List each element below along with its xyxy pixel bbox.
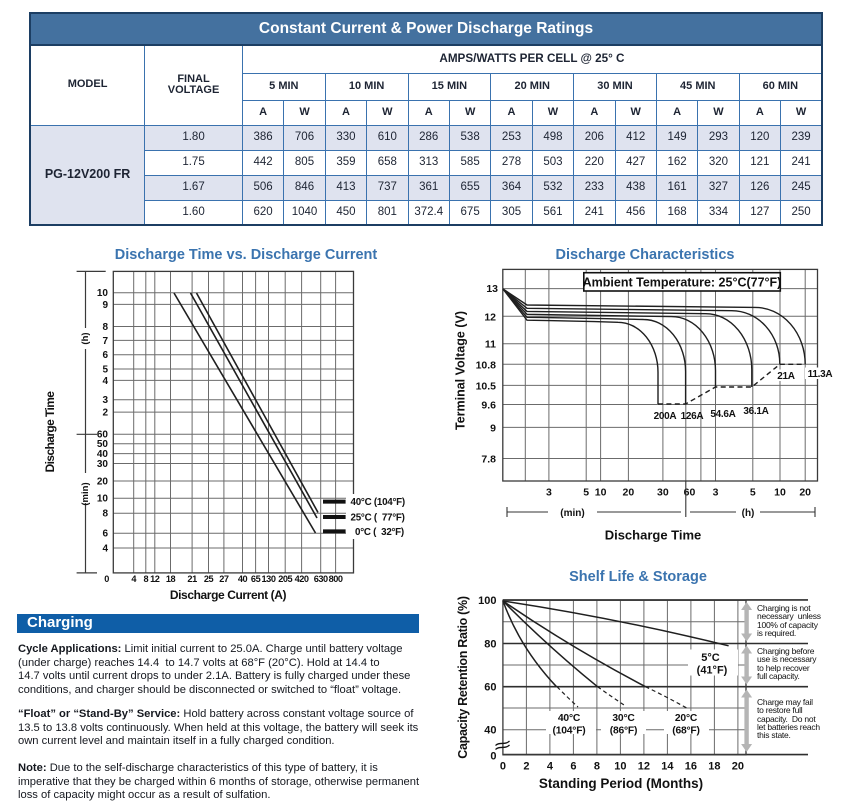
- svg-text:130: 130: [262, 574, 276, 584]
- svg-text:5: 5: [750, 487, 756, 499]
- svg-text:12: 12: [484, 311, 496, 323]
- svg-text:Terminal Voltage (V): Terminal Voltage (V): [454, 311, 468, 430]
- svg-text:8: 8: [143, 574, 148, 584]
- svg-text:40°C: 40°C: [558, 713, 581, 724]
- svg-text:Standing Period (Months): Standing Period (Months): [539, 776, 703, 791]
- svg-text:12: 12: [150, 574, 160, 584]
- svg-text:13: 13: [486, 283, 498, 295]
- svg-text:27: 27: [219, 574, 229, 584]
- svg-text:20: 20: [732, 761, 744, 773]
- svg-text:7: 7: [102, 336, 108, 347]
- svg-text:4: 4: [131, 574, 137, 584]
- svg-text:800: 800: [329, 574, 343, 584]
- svg-text:20: 20: [623, 487, 635, 499]
- svg-text:(68°F): (68°F): [672, 726, 700, 737]
- svg-text:3: 3: [713, 487, 719, 499]
- svg-text:65: 65: [251, 574, 261, 584]
- svg-text:60: 60: [484, 682, 496, 694]
- svg-text:10: 10: [97, 494, 109, 505]
- svg-text:6: 6: [102, 529, 108, 540]
- svg-text:100: 100: [478, 595, 496, 607]
- svg-text:4: 4: [102, 376, 108, 387]
- svg-text:2: 2: [102, 408, 108, 419]
- svg-text:9.6: 9.6: [481, 400, 496, 412]
- svg-text:21: 21: [187, 574, 197, 584]
- svg-text:6: 6: [570, 761, 576, 773]
- svg-text:60: 60: [684, 487, 696, 499]
- svg-text:21A: 21A: [777, 371, 795, 382]
- svg-text:(h): (h): [80, 332, 91, 344]
- svg-text:Discharge Time: Discharge Time: [605, 528, 702, 543]
- svg-text:18: 18: [166, 574, 176, 584]
- svg-text:(41°F): (41°F): [697, 665, 728, 677]
- svg-text:25°C ( 77°F): 25°C ( 77°F): [351, 512, 405, 523]
- svg-text:630: 630: [314, 574, 328, 584]
- svg-text:20: 20: [799, 487, 811, 499]
- svg-text:11.3A: 11.3A: [808, 369, 833, 380]
- svg-text:(104°F): (104°F): [552, 726, 585, 737]
- svg-text:8: 8: [102, 322, 108, 333]
- svg-text:50: 50: [97, 439, 109, 450]
- svg-text:80: 80: [484, 638, 496, 650]
- svg-text:205: 205: [278, 574, 292, 584]
- svg-text:0: 0: [490, 750, 496, 762]
- svg-text:30°C: 30°C: [612, 713, 635, 724]
- svg-text:5: 5: [102, 364, 108, 375]
- svg-text:0: 0: [104, 574, 109, 584]
- svg-text:18: 18: [708, 761, 720, 773]
- svg-text:Discharge Time: Discharge Time: [43, 391, 57, 473]
- svg-text:4: 4: [102, 543, 108, 554]
- svg-text:0: 0: [500, 761, 506, 773]
- svg-text:4: 4: [547, 761, 554, 773]
- svg-text:25: 25: [204, 574, 214, 584]
- svg-text:(min): (min): [80, 482, 91, 505]
- svg-text:0°C ( 32°F): 0°C ( 32°F): [355, 527, 404, 538]
- svg-text:10: 10: [774, 487, 786, 499]
- svg-text:9: 9: [102, 300, 108, 311]
- svg-text:36.1A: 36.1A: [743, 406, 768, 417]
- svg-text:9: 9: [490, 422, 496, 434]
- svg-text:420: 420: [295, 574, 309, 584]
- svg-text:8: 8: [594, 761, 600, 773]
- svg-text:Discharge Current (A): Discharge Current (A): [170, 588, 287, 602]
- svg-text:40: 40: [484, 725, 496, 737]
- svg-text:7.8: 7.8: [481, 454, 496, 466]
- svg-text:12: 12: [638, 761, 650, 773]
- svg-text:3: 3: [102, 395, 108, 406]
- svg-text:54.6A: 54.6A: [710, 409, 735, 420]
- svg-text:Ambient Temperature: 25°C(77°F: Ambient Temperature: 25°C(77°F): [583, 275, 782, 289]
- svg-text:16: 16: [685, 761, 697, 773]
- svg-text:Capacity Retention Ratio (%): Capacity Retention Ratio (%): [456, 596, 470, 759]
- svg-text:40: 40: [238, 574, 248, 584]
- svg-text:126A: 126A: [681, 411, 704, 422]
- svg-text:30: 30: [97, 459, 109, 470]
- svg-text:10: 10: [614, 761, 626, 773]
- svg-text:10: 10: [595, 487, 607, 499]
- svg-text:60: 60: [97, 430, 109, 441]
- svg-text:14: 14: [661, 761, 674, 773]
- svg-text:2: 2: [523, 761, 529, 773]
- svg-text:20°C: 20°C: [675, 713, 698, 724]
- svg-text:11: 11: [485, 339, 496, 351]
- svg-text:8: 8: [102, 509, 108, 520]
- svg-text:10.8: 10.8: [476, 359, 497, 371]
- svg-text:10.5: 10.5: [476, 380, 497, 392]
- svg-text:(h): (h): [742, 508, 755, 519]
- svg-text:(min): (min): [560, 508, 584, 519]
- svg-text:6: 6: [102, 350, 108, 361]
- svg-text:20: 20: [97, 476, 109, 487]
- svg-text:200A: 200A: [654, 411, 677, 422]
- svg-text:5: 5: [583, 487, 589, 499]
- svg-text:40: 40: [97, 449, 109, 460]
- svg-text:30: 30: [657, 487, 669, 499]
- svg-text:5°C: 5°C: [701, 652, 720, 664]
- svg-text:(86°F): (86°F): [610, 726, 638, 737]
- svg-text:3: 3: [546, 487, 552, 499]
- svg-text:40°C (104°F): 40°C (104°F): [351, 497, 405, 508]
- svg-text:10: 10: [97, 288, 109, 299]
